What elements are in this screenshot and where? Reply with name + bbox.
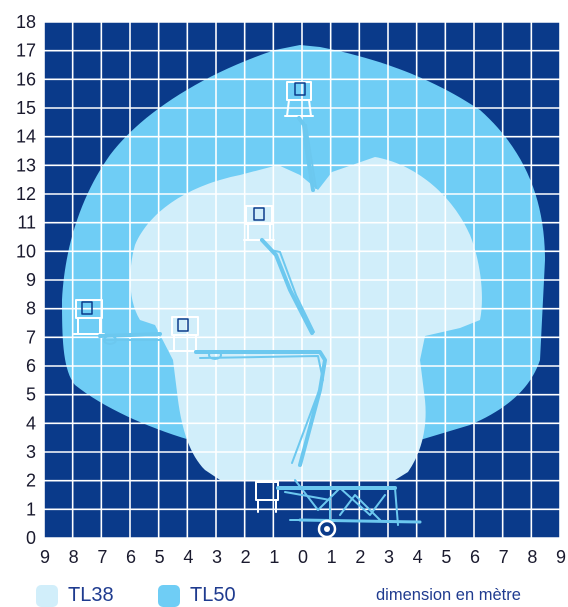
y-tick-label: 2 [26,471,36,491]
tl50-swatch [158,584,180,607]
y-tick-label: 3 [26,442,36,462]
y-tick-label: 13 [16,155,36,175]
y-tick-label: 12 [16,184,36,204]
x-tick-label: 6 [470,547,480,567]
lift-position-elbow [169,316,327,467]
tl38-swatch [36,584,58,607]
x-tick-label: 5 [441,547,451,567]
y-tick-label: 18 [16,12,36,32]
x-tick-label: 5 [155,547,165,567]
y-tick-label: 9 [26,270,36,290]
y-tick-label: 10 [16,241,36,261]
x-tick-label: 8 [69,547,79,567]
x-tick-label: 8 [527,547,537,567]
x-tick-label: 3 [384,547,394,567]
y-tick-label: 6 [26,356,36,376]
tl50-label: TL50 [190,584,236,606]
tl38-label: TL38 [68,584,114,606]
y-tick-label: 4 [26,413,36,433]
x-tick-label: 0 [298,547,308,567]
y-tick-label: 5 [26,385,36,405]
x-tick-label: 7 [97,547,107,567]
y-tick-label: 17 [16,41,36,61]
y-tick-label: 11 [17,213,36,233]
x-tick-label: 9 [556,547,566,567]
unit-caption: dimension en mètre [376,586,521,604]
x-tick-label: 1 [327,547,337,567]
x-tick-label: 9 [40,547,50,567]
x-tick-label: 1 [269,547,279,567]
lift-chassis [255,479,422,539]
x-tick-label: 2 [241,547,251,567]
y-tick-label: 15 [16,98,36,118]
x-tick-label: 6 [126,547,136,567]
x-tick-label: 4 [413,547,423,567]
legend-item-tl38: TL38 [36,584,114,607]
lift-position-horizontal [73,299,162,345]
legend-item-tl50: TL50 [158,584,236,607]
aerial-lift-illustration [73,81,422,539]
y-tick-label: 8 [26,299,36,319]
y-tick-label: 7 [26,327,36,347]
y-tick-label: 0 [26,528,36,548]
lift-position-vertical [284,81,317,192]
x-tick-label: 4 [183,547,193,567]
x-tick-label: 3 [212,547,222,567]
lift-position-mid [243,205,315,335]
y-tick-label: 16 [16,69,36,89]
y-tick-label: 14 [16,127,36,147]
y-tick-label: 1 [26,499,36,519]
x-tick-label: 2 [355,547,365,567]
x-tick-label: 7 [499,547,509,567]
